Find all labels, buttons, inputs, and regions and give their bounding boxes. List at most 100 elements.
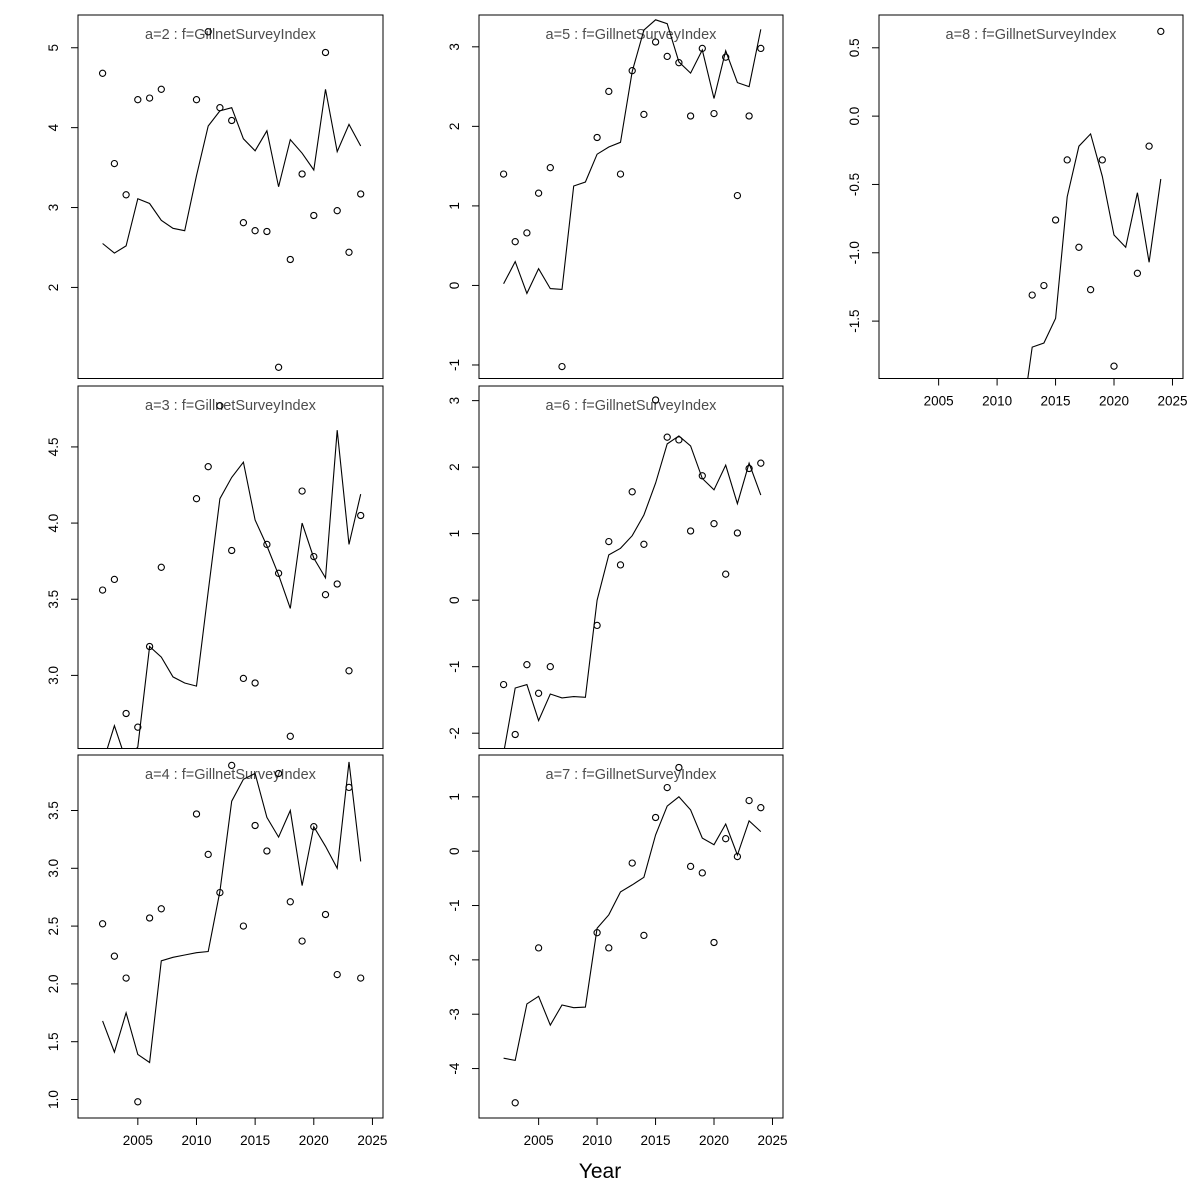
data-point	[1063, 156, 1071, 164]
y-tick-label: -1.5	[847, 309, 862, 332]
data-point	[1040, 281, 1048, 290]
data-point	[145, 914, 154, 922]
data-point	[345, 783, 353, 792]
x-tick-label: 2025	[1157, 394, 1187, 409]
x-tick-label: 2020	[1099, 394, 1129, 409]
data-point	[357, 974, 365, 982]
data-point	[663, 433, 671, 441]
data-point	[110, 952, 119, 960]
data-point	[1098, 156, 1106, 164]
fit-line	[106, 430, 362, 749]
data-point	[710, 938, 718, 947]
data-point	[1110, 362, 1118, 370]
data-point	[204, 463, 212, 471]
data-point	[239, 922, 248, 930]
y-tick-label: -1	[447, 661, 462, 673]
data-point	[263, 540, 271, 549]
data-point	[274, 569, 283, 577]
data-point	[216, 104, 224, 112]
data-point	[145, 642, 154, 651]
data-point	[511, 238, 519, 246]
data-point	[499, 170, 508, 178]
data-point	[251, 821, 259, 830]
x-tick-label: 2025	[357, 1133, 387, 1148]
data-point	[546, 663, 554, 671]
data-point	[593, 929, 601, 937]
data-point	[616, 170, 625, 178]
data-point	[192, 810, 201, 818]
data-point	[733, 852, 742, 861]
data-point	[523, 661, 531, 669]
y-tick-label: 0	[447, 282, 462, 290]
data-point	[263, 227, 271, 236]
data-point	[534, 944, 543, 952]
data-point	[616, 561, 625, 569]
data-point	[274, 769, 283, 778]
panel-title: a=3 : f=GillnetSurveyIndex	[145, 398, 317, 414]
data-point	[321, 48, 330, 57]
panel-a4: a=4 : f=GillnetSurveyIndex 3.5 3.0 2.5 2.0 1.…	[46, 754, 387, 1148]
fit-line	[503, 19, 762, 295]
y-tick-label: 1	[447, 202, 462, 210]
data-point	[511, 1099, 519, 1107]
data-point	[640, 931, 648, 940]
data-point	[651, 813, 660, 822]
data-point	[134, 723, 142, 731]
x-tick-label: 2020	[299, 1133, 329, 1148]
data-point	[239, 219, 248, 227]
panel-a8: a=8 : f=GillnetSurveyIndex 0.5 0.0 -0.5 -1.0…	[847, 14, 1188, 409]
data-point	[698, 869, 706, 877]
fit-line	[102, 761, 362, 1064]
data-point	[1145, 142, 1153, 150]
data-point	[228, 761, 236, 770]
x-tick-label: 2020	[699, 1133, 729, 1148]
x-tick-label: 2010	[582, 1133, 612, 1148]
panel-border	[478, 385, 784, 749]
x-tick-label: 2015	[1041, 394, 1071, 409]
data-point	[628, 488, 636, 496]
data-point	[228, 546, 236, 555]
data-point	[98, 69, 107, 77]
y-tick-label: 3.5	[46, 801, 61, 820]
data-point	[145, 94, 154, 102]
data-point	[534, 189, 543, 197]
data-point	[757, 44, 765, 53]
y-tick-label: 0.5	[847, 38, 862, 57]
data-point	[593, 133, 601, 142]
panel-a7: a=7 : f=GillnetSurveyIndex 1 0 -1 -2 -3 -4 2005…	[447, 754, 788, 1148]
data-point	[605, 537, 613, 546]
panel-border	[478, 754, 784, 1119]
data-point	[251, 679, 259, 687]
data-point	[722, 53, 730, 61]
data-point	[110, 575, 119, 584]
data-point	[204, 850, 212, 859]
data-point	[122, 974, 130, 982]
data-point	[757, 804, 765, 812]
data-point	[310, 552, 318, 561]
data-point	[286, 898, 294, 906]
data-point	[593, 621, 601, 630]
data-point	[263, 847, 271, 855]
data-point	[733, 529, 742, 537]
y-tick-label: 4.0	[46, 514, 61, 533]
data-point	[651, 396, 660, 404]
data-point	[216, 402, 224, 410]
panel-border	[878, 14, 1184, 379]
data-point	[216, 888, 224, 897]
data-point	[686, 112, 695, 120]
y-tick-label: 3	[46, 204, 61, 212]
data-point	[298, 937, 306, 945]
data-point	[745, 796, 753, 805]
data-point	[698, 472, 706, 480]
data-point	[134, 96, 142, 104]
y-tick-label: 1.5	[46, 1032, 61, 1051]
y-tick-label: 1	[447, 530, 462, 538]
y-tick-label: 0.0	[847, 107, 862, 126]
data-point	[534, 689, 543, 697]
data-point	[110, 159, 119, 168]
x-tick-label: 2015	[641, 1133, 671, 1148]
data-point	[733, 191, 742, 200]
data-point	[675, 763, 683, 772]
y-tick-label: 3	[447, 397, 462, 405]
